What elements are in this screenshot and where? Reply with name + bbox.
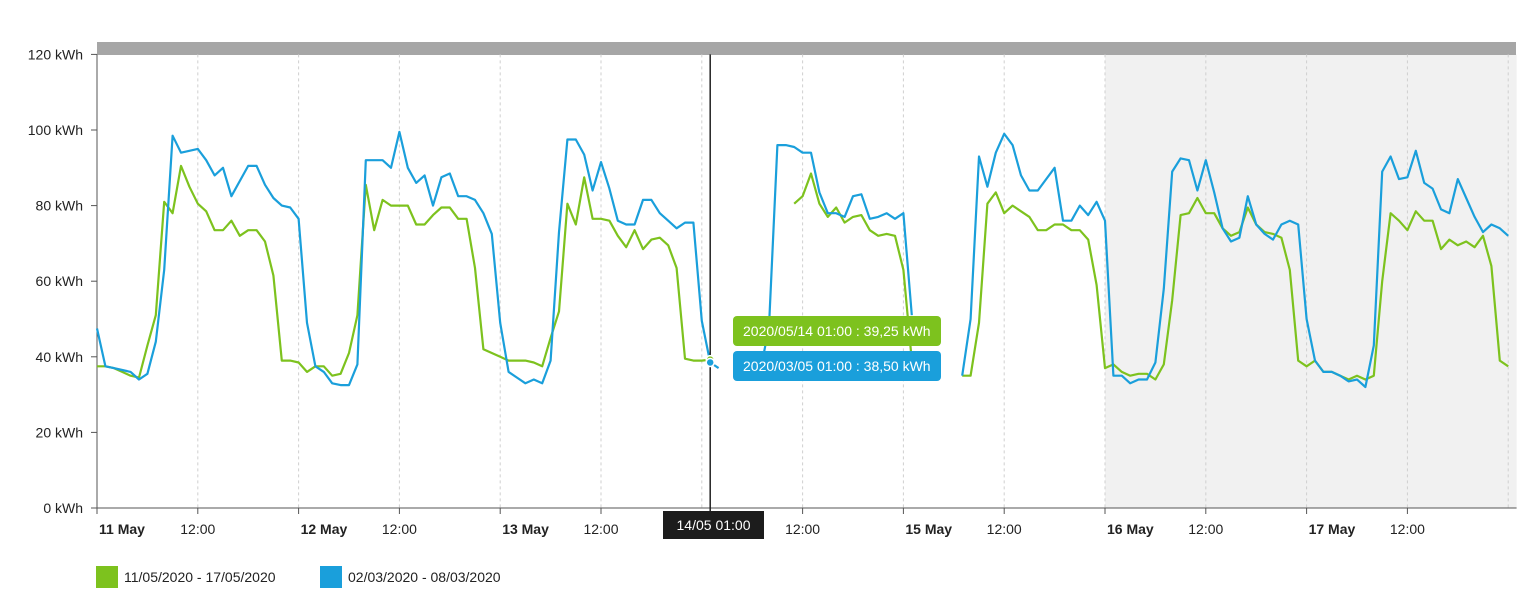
y-axis: 0 kWh 20 kWh 40 kWh 60 kWh 80 kWh 100 kWh 120 …	[28, 46, 98, 516]
legend-swatch-green	[96, 566, 118, 588]
y-tick-label: 0 kWh	[43, 500, 83, 516]
x-tick-label: 17 May	[1309, 521, 1356, 537]
x-tick-label: 11 May	[99, 521, 145, 537]
y-tick-label: 40 kWh	[36, 349, 83, 365]
y-tick-label: 120 kWh	[28, 46, 83, 62]
y-tick-label: 100 kWh	[28, 122, 83, 138]
legend-item-current[interactable]: 11/05/2020 - 17/05/2020	[96, 566, 276, 588]
crosshair-label: 14/05 01:00	[663, 511, 764, 539]
hover-markers	[705, 354, 715, 368]
series-lines	[95, 130, 1509, 389]
grid-lines	[96, 54, 1509, 508]
series-line-reference	[95, 130, 720, 387]
series-line-current	[962, 191, 1509, 381]
x-axis: 11 May 12:00 12 May 12:00 13 May 12:00 12:00 15…	[96, 507, 1517, 537]
x-tick-label: 12:00	[1390, 521, 1425, 537]
x-tick-label: 12:00	[785, 521, 820, 537]
series-line-current	[97, 164, 711, 379]
x-tick-label: 12:00	[1188, 521, 1223, 537]
legend-item-reference[interactable]: 02/03/2020 - 08/03/2020	[320, 566, 501, 588]
series-line-reference	[759, 144, 913, 371]
tooltip-series-reference: 2020/03/05 01:00 : 38,50 kWh	[733, 351, 941, 381]
hover-point	[705, 357, 715, 368]
x-tick-label: 15 May	[905, 521, 952, 537]
legend-label: 02/03/2020 - 08/03/2020	[348, 569, 501, 585]
y-tick-label: 20 kWh	[36, 424, 83, 440]
legend-swatch-blue	[320, 566, 342, 588]
x-tick-label: 13 May	[502, 521, 549, 537]
plot-background-weekend	[1105, 54, 1517, 509]
x-tick-label: 12:00	[987, 521, 1022, 537]
y-tick-label: 80 kWh	[36, 198, 83, 214]
x-tick-label: 12 May	[301, 521, 348, 537]
x-tick-label: 12:00	[382, 521, 417, 537]
x-tick-label: 12:00	[583, 521, 618, 537]
legend-label: 11/05/2020 - 17/05/2020	[124, 569, 276, 585]
navigator-bar[interactable]	[97, 42, 1516, 55]
y-tick-label: 60 kWh	[36, 273, 83, 289]
tooltip-series-current: 2020/05/14 01:00 : 39,25 kWh	[733, 316, 941, 346]
x-tick-label: 12:00	[180, 521, 215, 537]
series-line-reference	[961, 132, 1509, 389]
series-line-current	[793, 172, 913, 361]
x-tick-label: 16 May	[1107, 521, 1154, 537]
